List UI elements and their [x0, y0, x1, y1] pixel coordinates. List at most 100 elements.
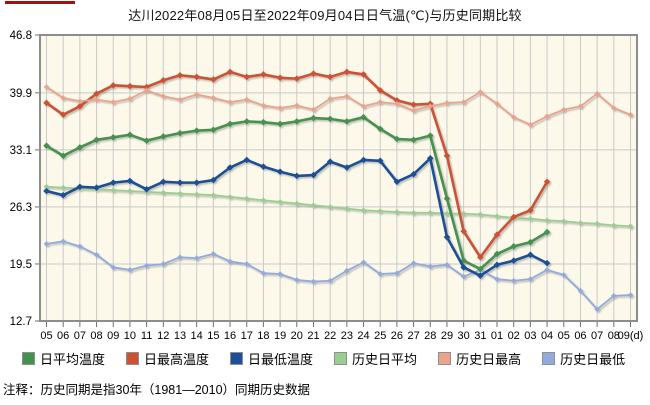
data-point-marker: [143, 83, 150, 91]
grid-layer: [40, 35, 637, 321]
data-point-marker: [477, 253, 484, 261]
data-point-marker: [410, 136, 417, 144]
data-point-marker: [143, 262, 150, 269]
data-point-marker: [510, 277, 517, 284]
data-point-marker: [143, 137, 150, 144]
data-point-marker: [210, 192, 217, 198]
data-point-marker: [510, 257, 517, 264]
data-point-marker: [43, 241, 50, 247]
x-tick-label: 06: [574, 330, 586, 342]
x-tick-label: 15: [207, 330, 219, 342]
data-point-marker: [326, 158, 334, 165]
data-point-marker: [344, 267, 350, 274]
data-point-marker: [426, 154, 434, 162]
data-point-marker: [460, 227, 467, 235]
data-point-marker: [493, 261, 501, 269]
series-layer: [43, 68, 634, 313]
temperature-line-chart: 46.8 39.9 33.1 26.3 19.5 12.7 05 06 07 08 09 10 11 12…: [10, 30, 644, 342]
data-point-marker: [544, 113, 550, 120]
x-tick-label: 09(d): [618, 330, 644, 342]
legend-item-daily-min-temp: 日最低温度: [230, 349, 313, 368]
x-tick-label: 12: [157, 330, 169, 342]
data-point-marker: [460, 264, 467, 271]
legend-swatch-daily-avg-temp: [22, 351, 35, 365]
plot-background: [40, 35, 637, 321]
x-axis-labels: 05 06 07 08 09 10 11 12 13 14 15 16 17 18 19 20 21 22 23 24…: [40, 330, 643, 342]
series-line: [45, 240, 632, 311]
data-point-marker: [343, 164, 351, 171]
data-point-marker: [126, 177, 134, 185]
y-tick-label: 39.9: [10, 88, 32, 100]
data-point-marker: [360, 71, 367, 78]
data-point-marker: [577, 288, 584, 294]
x-tick-label: 06: [57, 330, 69, 342]
x-tick-label: 09: [107, 330, 119, 342]
x-tick-label: 13: [174, 330, 186, 342]
data-point-marker: [260, 197, 267, 204]
x-tick-label: 21: [307, 330, 319, 342]
data-point-marker: [543, 228, 551, 236]
accent-bar: [5, 1, 75, 4]
x-tick-label: 07: [591, 330, 603, 342]
data-point-marker: [276, 120, 284, 128]
data-point-marker: [527, 121, 534, 128]
data-point-marker: [560, 272, 567, 278]
data-point-marker: [377, 208, 384, 214]
data-point-marker: [627, 223, 634, 230]
data-point-marker: [410, 260, 417, 266]
y-tick-label: 26.3: [10, 202, 32, 214]
data-point-marker: [527, 206, 534, 214]
data-point-marker: [93, 251, 100, 258]
data-point-marker: [277, 199, 283, 205]
data-point-marker: [43, 99, 50, 107]
x-tick-label: 31: [474, 330, 486, 342]
footnote: 注释：历史同期是指30年（1981—2010）同期历史数据: [3, 383, 311, 397]
data-point-marker: [293, 118, 301, 125]
data-point-marker: [410, 101, 417, 108]
data-point-marker: [76, 102, 84, 110]
data-point-marker: [310, 278, 317, 285]
data-point-marker: [494, 100, 500, 107]
data-point-marker: [477, 265, 484, 273]
data-point-marker: [276, 74, 284, 82]
data-point-marker: [594, 90, 600, 97]
data-point-marker: [544, 267, 550, 273]
data-point-marker: [76, 144, 84, 151]
data-point-marker: [177, 96, 183, 103]
data-point-marker: [477, 89, 484, 95]
data-point-marker: [394, 209, 400, 215]
data-point-marker: [627, 111, 634, 118]
data-point-marker: [310, 114, 317, 122]
data-point-marker: [627, 292, 634, 298]
x-tick-label: 18: [257, 330, 269, 342]
data-point-marker: [76, 183, 84, 191]
data-point-marker: [444, 100, 450, 106]
legend-swatch-hist-daily-max: [438, 351, 452, 365]
data-point-marker: [310, 70, 317, 77]
data-point-marker: [260, 71, 267, 78]
data-point-marker: [110, 187, 117, 193]
data-point-marker: [310, 202, 317, 209]
x-tick-label: 24: [357, 330, 369, 342]
data-point-marker: [326, 115, 334, 123]
x-tick-label: 14: [191, 330, 203, 342]
legend-swatch-daily-min-temp: [230, 351, 244, 365]
data-point-marker: [543, 178, 551, 186]
data-point-marker: [393, 178, 401, 186]
data-point-marker: [310, 106, 317, 113]
data-point-marker: [160, 133, 167, 140]
legend-item-hist-daily-min: 历史日最低: [542, 349, 625, 368]
data-point-marker: [444, 262, 450, 268]
plot-frame: [39, 34, 638, 322]
data-point-marker: [477, 211, 484, 218]
data-point-marker: [277, 105, 283, 111]
legend-label-daily-min-temp: 日最低温度: [248, 351, 314, 367]
data-point-marker: [527, 215, 534, 222]
data-point-marker: [376, 157, 384, 165]
data-point-marker: [293, 200, 300, 207]
legend-label-hist-daily-max: 历史日最高: [456, 351, 522, 367]
chart-legend: 日平均温度 日最高温度 日最低温度 历史日平均 历史日最高 历史日最低: [22, 348, 625, 368]
data-point-marker: [126, 131, 134, 139]
data-point-marker: [226, 120, 234, 128]
legend-item-hist-daily-avg: 历史日平均: [334, 349, 417, 368]
